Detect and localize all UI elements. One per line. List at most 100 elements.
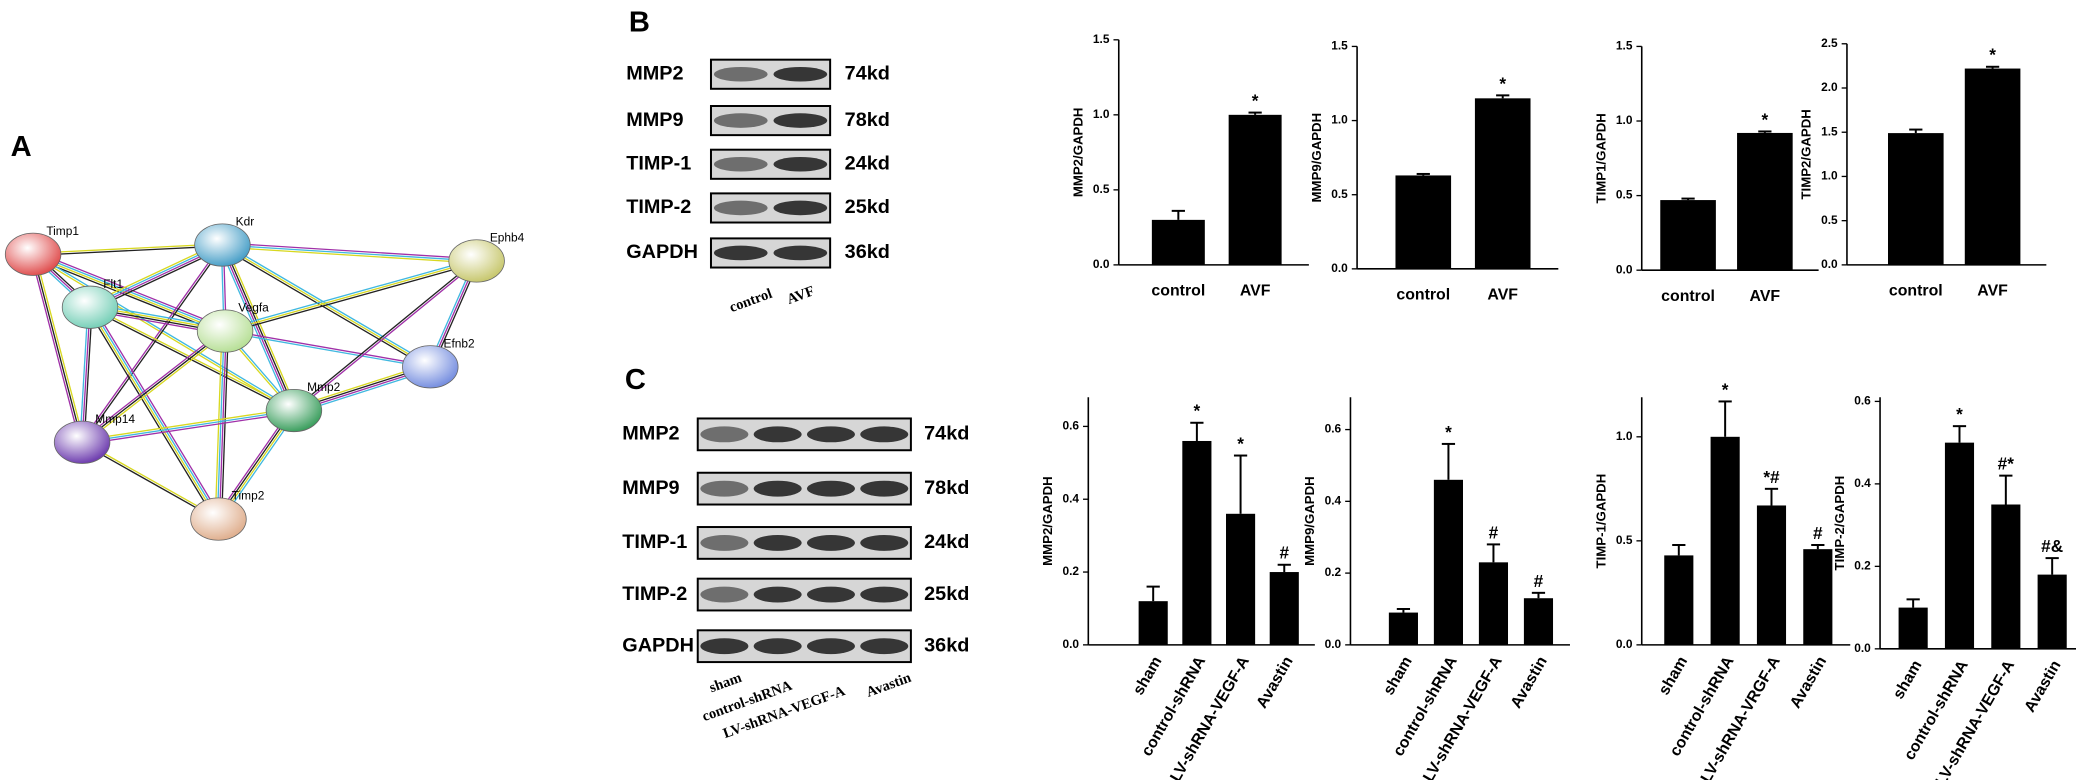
y-tick-label: 0.4	[1325, 493, 1342, 507]
blot-size: 25kd	[924, 583, 969, 605]
blot-band	[860, 534, 909, 551]
network-edge	[292, 259, 477, 411]
network-edge	[216, 331, 225, 520]
node-label: Kdr	[236, 215, 255, 229]
network-edge	[82, 245, 224, 444]
network-edge	[31, 256, 225, 335]
annotation: *	[1762, 109, 1769, 129]
network-node	[4, 232, 62, 276]
y-tick-label: 2.5	[1821, 36, 1838, 50]
network-edge	[90, 306, 220, 519]
blot-size: 74kd	[924, 423, 969, 445]
blot-band	[700, 480, 749, 497]
y-tick-label: 0.4	[1854, 476, 1871, 490]
lane-label: Avastin	[864, 670, 913, 701]
network-edge	[222, 244, 477, 262]
network-edge	[90, 305, 295, 411]
network-edge	[218, 331, 227, 520]
network-node	[61, 285, 119, 329]
bar	[1964, 68, 2021, 265]
bar	[1664, 555, 1694, 645]
y-tick-label: 0.5	[1821, 213, 1838, 227]
network-edge	[32, 254, 83, 443]
blot-protein: MMP2	[622, 423, 679, 445]
blot-band	[753, 638, 802, 655]
network-edge	[33, 245, 223, 257]
y-axis-label: TIMP2/GAPDH	[1799, 109, 1814, 199]
bar	[1756, 505, 1787, 645]
annotation: *	[1722, 379, 1729, 399]
blot-band	[773, 113, 828, 128]
y-tick-label: 0.0	[1616, 262, 1633, 276]
node-label: Ephb4	[490, 231, 525, 245]
y-tick-label: 0.6	[1062, 419, 1079, 433]
panel-label: A	[11, 131, 32, 163]
y-tick-label: 0.5	[1093, 182, 1110, 196]
blot-size: 24kd	[924, 531, 969, 553]
blot-band	[806, 638, 855, 655]
y-tick-label: 2.0	[1821, 80, 1838, 94]
x-tick-label: control	[1396, 287, 1450, 304]
network-edge	[92, 305, 222, 518]
x-tick-label: control	[1151, 283, 1205, 300]
y-axis-label: MMP9/GAPDH	[1309, 113, 1324, 203]
annotation: #	[1813, 523, 1823, 543]
node-label: Mmp2	[307, 380, 340, 394]
y-axis-label: MMP9/GAPDH	[1302, 476, 1317, 566]
blot-protein: TIMP-2	[622, 583, 687, 605]
x-tick-label: Avastin	[1254, 654, 1297, 712]
x-tick-label: AVF	[1750, 288, 1781, 305]
y-tick-label: 0.5	[1616, 533, 1633, 547]
network-edge	[220, 245, 294, 412]
y-tick-label: 0.5	[1331, 187, 1348, 201]
y-tick-label: 1.0	[1093, 107, 1110, 121]
network-edge	[214, 330, 223, 519]
annotation: *#	[1763, 467, 1780, 487]
blot-band	[713, 66, 768, 82]
y-tick-label: 0.0	[1821, 257, 1838, 271]
network-edge	[225, 262, 478, 334]
y-tick-label: 1.0	[1821, 169, 1838, 183]
bar	[1226, 513, 1256, 645]
network-edge	[88, 307, 219, 520]
network-node	[194, 223, 251, 267]
blot-band	[860, 480, 909, 497]
y-tick-label: 0.2	[1062, 564, 1079, 578]
annotation: *	[1499, 73, 1506, 93]
blot-band	[860, 638, 909, 655]
network-edge	[81, 407, 294, 441]
annotation: #	[1489, 522, 1499, 542]
x-tick-label: AVF	[1977, 283, 2008, 300]
y-tick-label: 0.0	[1093, 257, 1110, 271]
y-tick-label: 0.6	[1325, 422, 1342, 436]
network-node	[53, 420, 111, 464]
network-edge	[224, 243, 298, 410]
y-tick-label: 1.5	[1093, 32, 1110, 46]
network-edge	[80, 244, 223, 443]
y-tick-label: 0.0	[1331, 261, 1348, 275]
network-edge	[80, 328, 225, 442]
blot-protein: MMP9	[622, 477, 679, 499]
y-tick-label: 0.0	[1854, 641, 1871, 655]
bar	[1433, 479, 1463, 645]
y-tick-label: 1.0	[1331, 113, 1348, 127]
network-node	[265, 388, 323, 433]
network-edge	[222, 242, 477, 260]
panel-label: C	[625, 364, 646, 396]
y-tick-label: 0.0	[1616, 637, 1633, 651]
y-tick-label: 0.0	[1325, 637, 1342, 651]
bar	[1395, 175, 1452, 269]
blot-band	[860, 586, 909, 603]
annotation: *	[1445, 422, 1452, 442]
node-label: Mmp14	[95, 412, 135, 426]
blot-band	[806, 534, 855, 551]
bar	[1228, 114, 1282, 265]
x-tick-label: LV-shRNA-VEGF-A	[1420, 653, 1506, 780]
y-tick-label: 0.2	[1325, 565, 1342, 579]
network-edge	[222, 246, 477, 264]
network-edge	[224, 331, 431, 369]
x-tick-label: sham	[1890, 658, 1925, 702]
network-edge	[224, 260, 477, 332]
lane-label: sham	[707, 670, 744, 696]
